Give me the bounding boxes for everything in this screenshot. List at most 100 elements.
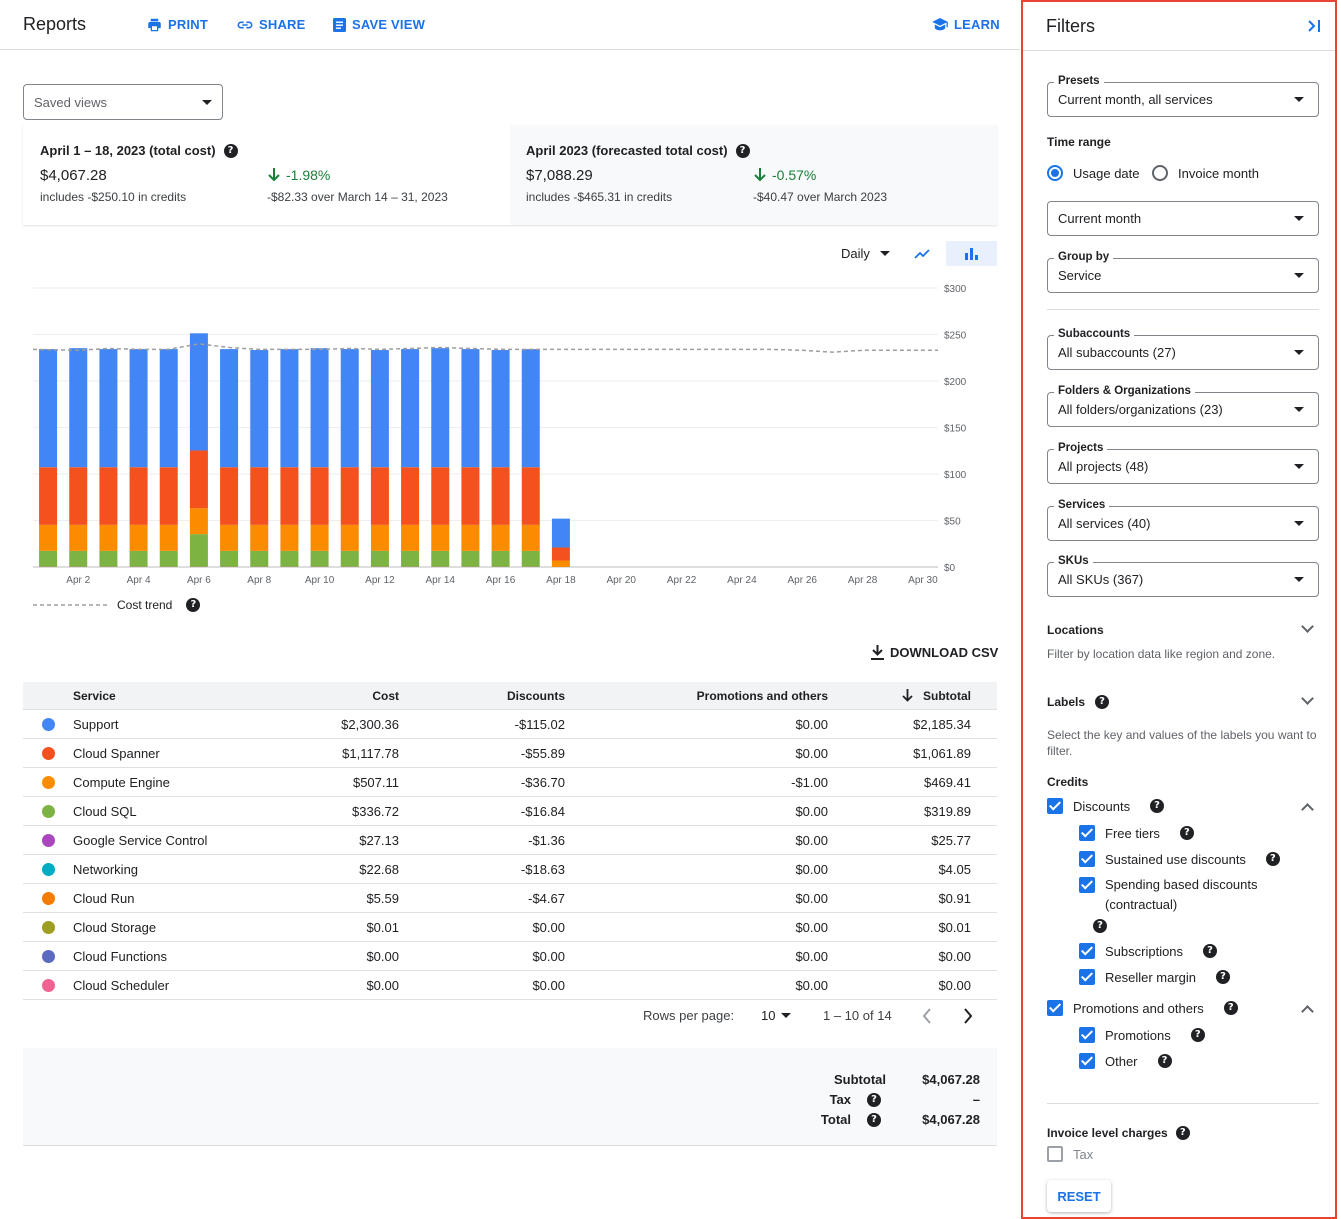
chevron-right-icon[interactable] xyxy=(963,1008,973,1024)
bar-segment[interactable] xyxy=(159,349,178,468)
bar-segment[interactable] xyxy=(521,550,540,567)
bar-segment[interactable] xyxy=(250,550,269,567)
help-icon[interactable]: ? xyxy=(1095,695,1110,709)
presets-select[interactable]: Presets Current month, all services xyxy=(1047,75,1319,117)
bar-segment[interactable] xyxy=(370,550,389,567)
help-icon[interactable]: ? xyxy=(1223,1001,1238,1015)
bar-segment[interactable] xyxy=(99,349,118,468)
bar-segment[interactable] xyxy=(370,467,389,525)
bar-segment[interactable] xyxy=(220,550,239,567)
column-header-cost[interactable]: Cost xyxy=(372,688,399,703)
bar-segment[interactable] xyxy=(521,349,540,468)
bar-segment[interactable] xyxy=(129,524,148,551)
bar-segment[interactable] xyxy=(159,550,178,567)
bar-segment[interactable] xyxy=(431,524,450,551)
column-header-subtotal[interactable]: Subtotal xyxy=(828,689,987,703)
bar-segment[interactable] xyxy=(310,550,329,567)
group-by-select[interactable]: Group by Service xyxy=(1047,251,1319,293)
granularity-select[interactable]: Daily xyxy=(841,246,890,261)
bar-segment[interactable] xyxy=(280,349,299,468)
column-header-discounts[interactable]: Discounts xyxy=(506,688,565,703)
bar-segment[interactable] xyxy=(401,349,420,468)
bar-segment[interactable] xyxy=(491,467,510,525)
bar-segment[interactable] xyxy=(310,467,329,525)
bar-segment[interactable] xyxy=(461,524,480,551)
bar-segment[interactable] xyxy=(69,550,88,567)
bar-segment[interactable] xyxy=(69,467,88,525)
bar-segment[interactable] xyxy=(370,350,389,468)
table-row[interactable]: Cloud Storage $0.01 $0.00 $0.00 $0.01 xyxy=(23,913,997,942)
projects-select[interactable]: Projects All projects (48) xyxy=(1047,442,1319,484)
bar-segment[interactable] xyxy=(39,467,58,525)
bar-segment[interactable] xyxy=(340,467,359,525)
bar-segment[interactable] xyxy=(159,467,178,525)
bar-segment[interactable] xyxy=(310,348,329,468)
saved-views-select[interactable]: Saved views xyxy=(23,84,223,120)
spending-based-checkbox[interactable]: Spending based discounts (contractual) xyxy=(1079,877,1258,915)
bar-segment[interactable] xyxy=(250,350,269,468)
chevron-down-icon[interactable] xyxy=(1301,620,1314,633)
bar-segment[interactable] xyxy=(401,550,420,567)
table-row[interactable]: Cloud Spanner $1,117.78 -$55.89 $0.00 $1,061… xyxy=(23,739,997,768)
bar-segment[interactable] xyxy=(39,524,58,551)
bar-segment[interactable] xyxy=(129,550,148,567)
bar-segment[interactable] xyxy=(370,524,389,551)
bar-chart-toggle[interactable] xyxy=(946,241,997,266)
time-range-select[interactable]: Current month xyxy=(1047,201,1319,236)
bar-segment[interactable] xyxy=(220,349,239,468)
bar-segment[interactable] xyxy=(220,467,239,525)
help-icon[interactable]: ? xyxy=(1157,1054,1172,1068)
usage-date-radio[interactable]: Usage date xyxy=(1047,165,1140,181)
bar-segment[interactable] xyxy=(491,550,510,567)
bar-segment[interactable] xyxy=(99,524,118,551)
collapse-panel-icon[interactable] xyxy=(1307,19,1321,33)
table-row[interactable]: Google Service Control $27.13 -$1.36 $0.00 $… xyxy=(23,826,997,855)
bar-segment[interactable] xyxy=(280,524,299,551)
promotions-checkbox[interactable]: Promotions ? xyxy=(1079,1027,1205,1043)
other-checkbox[interactable]: Other ? xyxy=(1079,1053,1172,1069)
table-row[interactable]: Networking $22.68 -$18.63 $0.00 $4.05 xyxy=(23,855,997,884)
help-icon[interactable]: ? xyxy=(1190,1028,1205,1042)
bar-segment[interactable] xyxy=(401,467,420,525)
subscriptions-checkbox[interactable]: Subscriptions ? xyxy=(1079,943,1218,959)
tax-checkbox[interactable]: Tax xyxy=(1047,1146,1093,1162)
bar-segment[interactable] xyxy=(250,467,269,525)
chevron-up-icon[interactable] xyxy=(1301,1005,1314,1018)
help-icon[interactable]: ? xyxy=(1175,1126,1190,1140)
invoice-month-radio[interactable]: Invoice month xyxy=(1152,165,1259,181)
help-icon[interactable]: ? xyxy=(1093,919,1107,933)
reset-button[interactable]: RESET xyxy=(1047,1180,1111,1212)
bar-segment[interactable] xyxy=(129,349,148,468)
table-row[interactable]: Cloud Scheduler $0.00 $0.00 $0.00 $0.00 xyxy=(23,971,997,1000)
bar-segment[interactable] xyxy=(129,467,148,525)
line-chart-toggle[interactable] xyxy=(906,241,938,266)
promotions-and-others-checkbox[interactable]: Promotions and others ? xyxy=(1047,1000,1238,1016)
bar-segment[interactable] xyxy=(491,524,510,551)
bar-segment[interactable] xyxy=(521,467,540,525)
bar-segment[interactable] xyxy=(189,333,208,451)
bar-segment[interactable] xyxy=(340,524,359,551)
bar-segment[interactable] xyxy=(521,524,540,551)
bar-segment[interactable] xyxy=(340,349,359,468)
download-csv-button[interactable]: DOWNLOAD CSV xyxy=(871,645,998,660)
bar-segment[interactable] xyxy=(280,550,299,567)
chevron-up-icon[interactable] xyxy=(1301,803,1314,816)
share-button[interactable]: SHARE xyxy=(237,17,306,32)
help-icon[interactable]: ? xyxy=(186,598,201,612)
sustained-use-checkbox[interactable]: Sustained use discounts ? xyxy=(1079,851,1280,867)
print-button[interactable]: PRINT xyxy=(147,17,208,32)
services-select[interactable]: Services All services (40) xyxy=(1047,499,1319,541)
bar-segment[interactable] xyxy=(551,518,570,548)
chevron-left-icon[interactable] xyxy=(922,1008,932,1024)
bar-segment[interactable] xyxy=(491,350,510,468)
help-icon[interactable]: ? xyxy=(735,143,750,158)
bar-segment[interactable] xyxy=(69,348,88,468)
bar-segment[interactable] xyxy=(551,560,570,567)
bar-segment[interactable] xyxy=(280,467,299,525)
help-icon[interactable]: ? xyxy=(1179,826,1194,840)
bar-segment[interactable] xyxy=(431,550,450,567)
bar-segment[interactable] xyxy=(189,450,208,509)
help-icon[interactable]: ? xyxy=(223,143,238,158)
skus-select[interactable]: SKUs All SKUs (367) xyxy=(1047,555,1319,597)
chevron-down-icon[interactable] xyxy=(1301,692,1314,705)
